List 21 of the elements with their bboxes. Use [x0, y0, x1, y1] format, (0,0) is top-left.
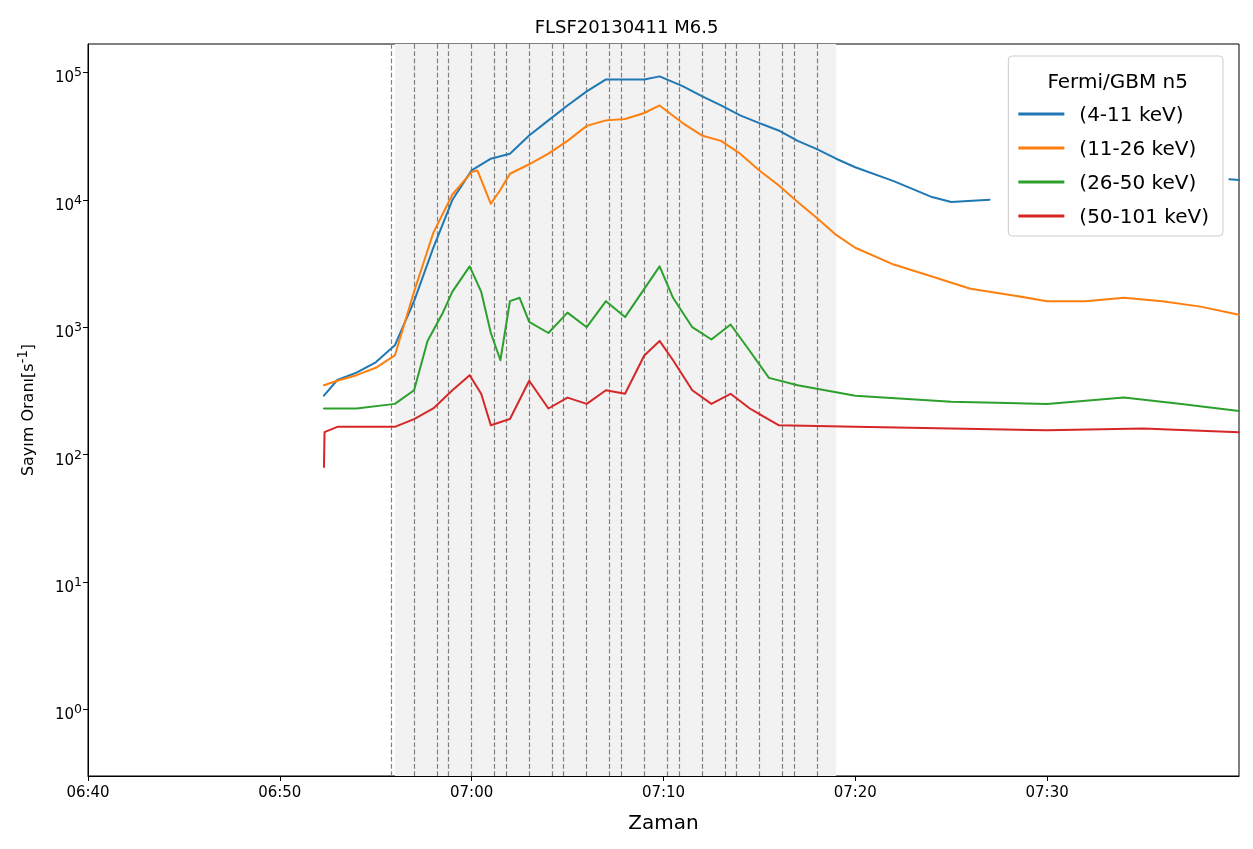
- x-tick-label: 06:50: [258, 782, 302, 801]
- legend-label: (4-11 keV): [1079, 102, 1184, 126]
- legend-label: (26-50 keV): [1079, 170, 1197, 194]
- x-tick-label: 07:20: [833, 782, 877, 801]
- y-tick-label: 10$^{3}$: [54, 318, 82, 344]
- y-tick-label: 10$^{4}$: [54, 190, 82, 216]
- legend-title: Fermi/GBM n5: [1047, 69, 1189, 93]
- y-tick-label: 10$^{2}$: [54, 445, 82, 471]
- x-tick-label: 07:30: [1025, 782, 1069, 801]
- y-tick-label: 10$^{1}$: [54, 572, 82, 598]
- legend-label: (50-101 keV): [1079, 204, 1210, 228]
- x-tick-label: 06:40: [66, 782, 110, 801]
- y-tick-label: 10$^{5}$: [54, 63, 82, 89]
- x-tick-label: 07:10: [641, 782, 686, 801]
- x-tick-label: 07:00: [450, 782, 494, 801]
- legend-label: (11-26 keV): [1079, 136, 1197, 160]
- x-axis-title: Zaman: [628, 810, 699, 834]
- line-series: [322, 265, 1240, 412]
- y-tick-label: 10$^{0}$: [54, 700, 82, 726]
- chart-title: FLSF20130411 M6.5: [534, 15, 719, 37]
- line-series: [322, 339, 1240, 468]
